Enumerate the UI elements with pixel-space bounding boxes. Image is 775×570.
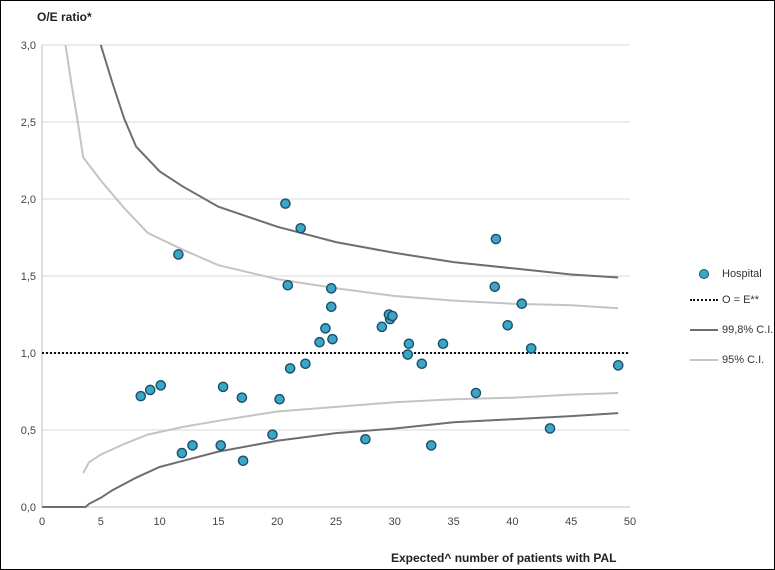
y-tick-label: 1,0	[21, 348, 36, 360]
hospital-point	[314, 336, 325, 348]
legend-item-ci998: 99,8% C.I.	[690, 320, 775, 340]
hospital-point	[173, 249, 184, 260]
hospital-points	[135, 198, 624, 467]
hospital-point	[274, 393, 285, 405]
hospital-point	[267, 429, 278, 440]
hospital-point	[425, 440, 437, 451]
legend-item-hospital: Hospital	[690, 264, 775, 284]
hospital-point	[135, 390, 147, 402]
legend-swatch-ci95	[690, 354, 718, 366]
hospital-point	[416, 358, 428, 370]
hospital-point	[387, 310, 398, 322]
x-tick-label: 35	[447, 516, 459, 528]
y-tick-label: 2,5	[21, 117, 36, 129]
hospital-point	[525, 343, 537, 354]
ci998-lower-line	[42, 412, 619, 508]
hospital-point	[360, 433, 371, 445]
legend-label-ci998: 99,8% C.I.	[722, 324, 774, 336]
hospital-point	[144, 384, 156, 396]
hospital-point	[612, 360, 624, 371]
y-tick-label: 1,5	[21, 271, 36, 283]
legend-swatch-ci998	[690, 324, 718, 336]
ci95-upper-line	[64, 44, 619, 310]
hospital-point	[437, 338, 449, 350]
x-tick-label: 0	[39, 516, 45, 528]
ci95-lower-line	[82, 392, 619, 474]
hospital-point	[236, 392, 248, 403]
x-tick-label: 5	[98, 516, 104, 528]
legend-item-oe: O = E**	[690, 290, 775, 310]
hospital-point	[215, 440, 227, 451]
hospital-point	[282, 279, 294, 291]
hospital-point	[327, 333, 338, 345]
confidence-lines	[42, 44, 630, 508]
hospital-point	[544, 423, 556, 434]
legend-label-ci95: 95% C.I.	[722, 354, 765, 366]
hospital-point	[490, 233, 502, 245]
x-tick-label: 20	[271, 516, 283, 528]
legend-label-hospital: Hospital	[722, 268, 762, 280]
x-tick-label: 30	[389, 516, 401, 528]
x-tick-label: 50	[624, 516, 636, 528]
hospital-point	[376, 321, 388, 333]
axes	[41, 45, 630, 508]
hospital-point	[155, 380, 167, 391]
x-axis-title: Expected^ number of patients with PAL	[391, 551, 617, 565]
x-tick-label: 15	[212, 516, 224, 528]
hospital-point	[320, 323, 331, 334]
hospital-point	[402, 349, 414, 360]
hospital-point	[280, 198, 291, 209]
gridlines	[42, 44, 630, 431]
x-tick-label: 45	[565, 516, 577, 528]
hospital-point	[284, 363, 296, 374]
hospital-point	[516, 298, 528, 310]
legend-label-oe: O = E**	[722, 294, 759, 306]
legend-item-ci95: 95% C.I.	[690, 350, 775, 370]
hospital-point	[237, 455, 249, 467]
hospital-point	[187, 440, 198, 451]
hospital-point	[470, 387, 482, 399]
y-tick-label: 2,0	[21, 194, 36, 206]
hospital-point	[502, 319, 513, 331]
hospital-point	[217, 381, 229, 393]
legend-swatch-hospital	[690, 268, 718, 280]
hospital-point	[300, 358, 311, 370]
y-tick-label: 0,5	[21, 425, 36, 437]
y-tick-label: 0,0	[21, 502, 36, 514]
hospital-point	[325, 283, 337, 294]
hospital-point	[295, 222, 307, 234]
x-tick-label: 10	[153, 516, 165, 528]
hospital-point	[403, 338, 415, 350]
hospital-point	[176, 447, 188, 459]
y-axis-title: O/E ratio*	[37, 10, 92, 24]
ci998-upper-line	[99, 44, 619, 279]
hospital-point	[325, 301, 337, 313]
x-tick-label: 40	[506, 516, 518, 528]
tick-labels: 0,0 0,5 1,0 1,5 2,0 2,5 3,0 0 5 10 15 20 25 30 35 40 45 5…	[21, 40, 636, 528]
legend-swatch-oe	[690, 294, 718, 306]
x-tick-label: 25	[330, 516, 342, 528]
hospital-point	[489, 281, 501, 293]
y-tick-label: 3,0	[21, 40, 36, 52]
